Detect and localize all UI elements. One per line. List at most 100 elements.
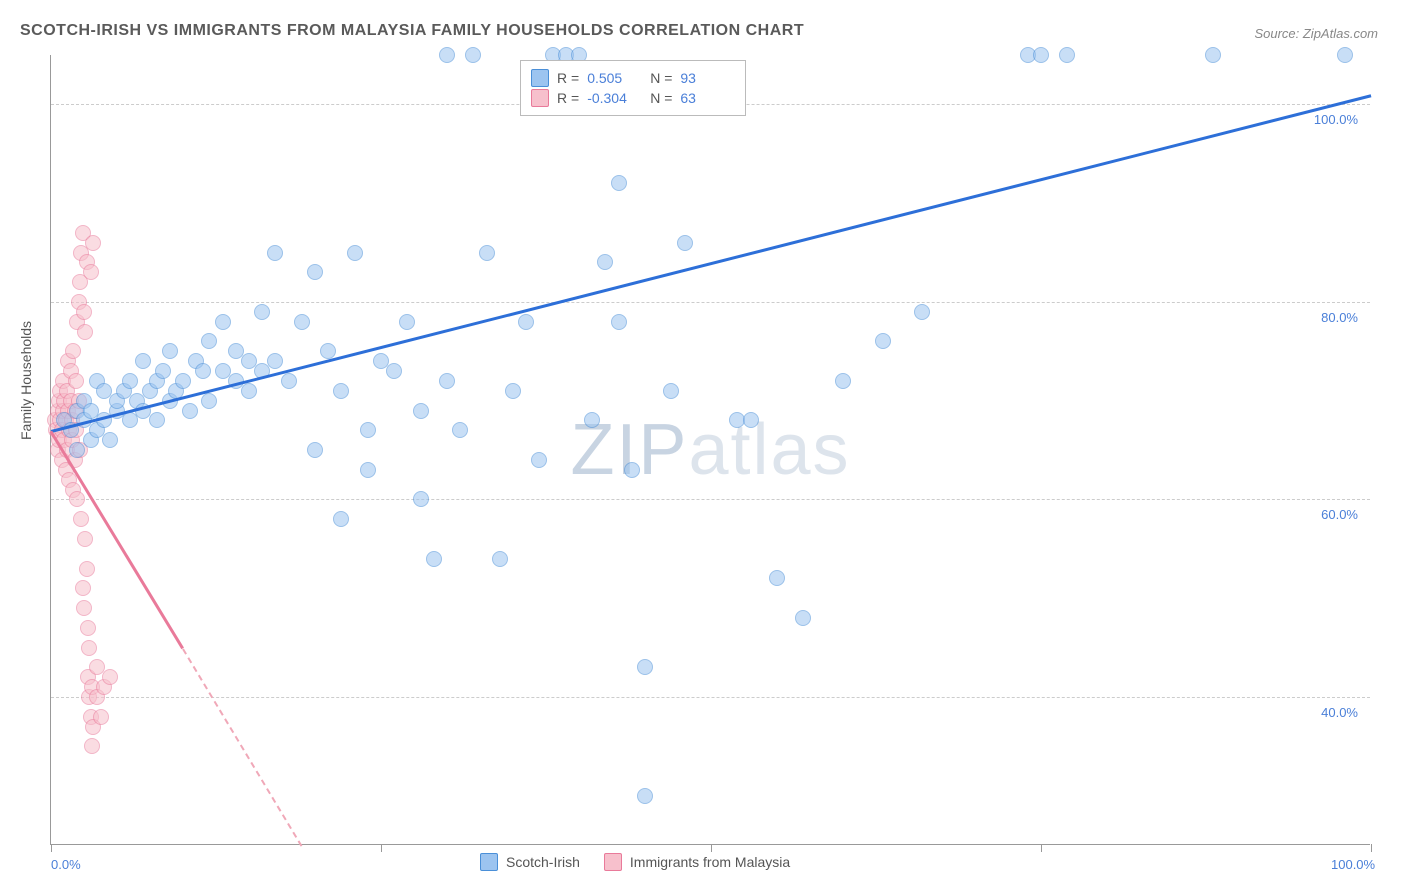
data-point-blue (439, 47, 455, 63)
data-point-blue (201, 333, 217, 349)
data-point-blue (102, 432, 118, 448)
data-point-blue (162, 343, 178, 359)
legend-swatch-blue (531, 69, 549, 87)
data-point-blue (835, 373, 851, 389)
data-point-blue (663, 383, 679, 399)
data-point-blue (795, 610, 811, 626)
data-point-blue (426, 551, 442, 567)
data-point-pink (79, 561, 95, 577)
r-value: -0.304 (587, 90, 642, 106)
data-point-blue (215, 314, 231, 330)
data-point-blue (413, 403, 429, 419)
n-label: N = (650, 90, 672, 106)
data-point-blue (1033, 47, 1049, 63)
data-point-blue (518, 314, 534, 330)
data-point-pink (65, 343, 81, 359)
legend-swatch-blue (480, 853, 498, 871)
data-point-pink (83, 264, 99, 280)
x-tick (381, 844, 382, 852)
data-point-blue (307, 264, 323, 280)
data-point-blue (333, 383, 349, 399)
data-point-pink (102, 669, 118, 685)
data-point-blue (175, 373, 191, 389)
y-tick-label: 40.0% (1321, 705, 1358, 720)
data-point-blue (281, 373, 297, 389)
trend-line-pink (50, 431, 184, 650)
data-point-pink (81, 640, 97, 656)
data-point-blue (1059, 47, 1075, 63)
data-point-blue (294, 314, 310, 330)
data-point-blue (254, 304, 270, 320)
data-point-pink (76, 304, 92, 320)
data-point-blue (677, 235, 693, 251)
y-tick-label: 100.0% (1314, 112, 1358, 127)
data-point-blue (386, 363, 402, 379)
x-tick (711, 844, 712, 852)
data-point-blue (505, 383, 521, 399)
source-attribution: Source: ZipAtlas.com (1254, 26, 1378, 41)
data-point-blue (479, 245, 495, 261)
data-point-blue (465, 47, 481, 63)
stat-row: R =-0.304N =63 (531, 89, 735, 107)
data-point-blue (267, 245, 283, 261)
data-point-blue (360, 422, 376, 438)
legend-label: Scotch-Irish (506, 854, 580, 870)
data-point-pink (68, 373, 84, 389)
x-tick-label: 100.0% (1331, 857, 1375, 872)
plot-area: ZIPatlas 40.0%60.0%80.0%100.0%0.0%100.0% (50, 55, 1370, 845)
data-point-blue (1337, 47, 1353, 63)
y-tick-label: 60.0% (1321, 507, 1358, 522)
watermark: ZIPatlas (570, 409, 850, 491)
r-value: 0.505 (587, 70, 642, 86)
data-point-pink (76, 600, 92, 616)
data-point-blue (201, 393, 217, 409)
data-point-blue (875, 333, 891, 349)
r-label: R = (557, 70, 579, 86)
data-point-blue (1205, 47, 1221, 63)
data-point-blue (347, 245, 363, 261)
data-point-pink (93, 709, 109, 725)
data-point-blue (155, 363, 171, 379)
data-point-blue (307, 442, 323, 458)
trend-line-pink-dashed (182, 648, 303, 847)
r-label: R = (557, 90, 579, 106)
data-point-blue (241, 383, 257, 399)
grid-line (51, 697, 1370, 698)
data-point-blue (182, 403, 198, 419)
data-point-blue (122, 373, 138, 389)
data-point-blue (333, 511, 349, 527)
data-point-pink (69, 491, 85, 507)
legend-item: Immigrants from Malaysia (604, 853, 790, 871)
data-point-blue (637, 659, 653, 675)
data-point-blue (492, 551, 508, 567)
data-point-pink (80, 620, 96, 636)
x-tick (51, 844, 52, 852)
n-label: N = (650, 70, 672, 86)
legend-label: Immigrants from Malaysia (630, 854, 790, 870)
data-point-blue (399, 314, 415, 330)
trend-line-blue (51, 95, 1372, 433)
data-point-blue (267, 353, 283, 369)
n-value: 93 (680, 70, 735, 86)
y-tick-label: 80.0% (1321, 310, 1358, 325)
data-point-blue (413, 491, 429, 507)
data-point-pink (85, 235, 101, 251)
data-point-blue (452, 422, 468, 438)
data-point-blue (914, 304, 930, 320)
data-point-blue (597, 254, 613, 270)
x-tick (1371, 844, 1372, 852)
data-point-blue (624, 462, 640, 478)
x-tick-label: 0.0% (51, 857, 81, 872)
legend-swatch-pink (604, 853, 622, 871)
data-point-blue (439, 373, 455, 389)
data-point-blue (135, 353, 151, 369)
data-point-blue (149, 412, 165, 428)
grid-line (51, 302, 1370, 303)
data-point-pink (84, 738, 100, 754)
data-point-blue (531, 452, 547, 468)
data-point-blue (195, 363, 211, 379)
data-point-blue (743, 412, 759, 428)
data-point-blue (611, 175, 627, 191)
data-point-blue (360, 462, 376, 478)
data-point-blue (769, 570, 785, 586)
